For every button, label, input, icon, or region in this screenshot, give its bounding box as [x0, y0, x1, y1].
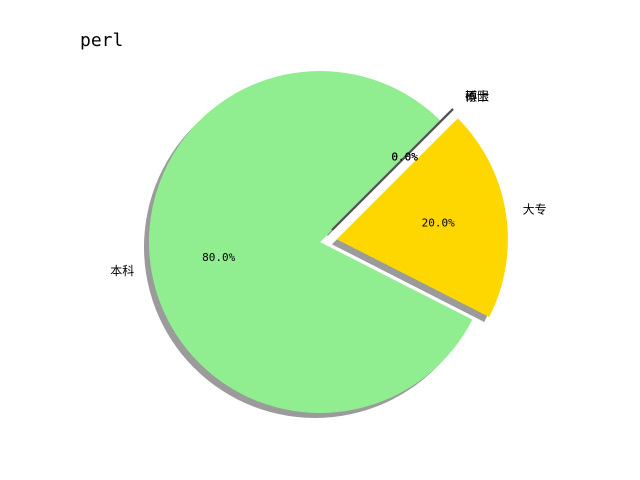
slice-1-wedge	[336, 118, 508, 317]
pie-slices	[148, 70, 508, 414]
slice-4-wedge	[331, 108, 454, 231]
chart-title: perl	[80, 30, 124, 51]
slice-3-category-label: 博士	[465, 88, 489, 103]
slice-1-category-label: 大专	[523, 201, 547, 216]
slice-3-percent-label: 0.0%	[391, 150, 418, 163]
slice-0-percent-label: 80.0%	[202, 251, 235, 264]
slice-0-category-label: 本科	[110, 264, 134, 278]
slice-0-wedge	[148, 70, 473, 414]
slice-2-percent-label: 0.0%	[391, 150, 418, 163]
slice-4-percent-label: 0.0%	[391, 150, 418, 163]
slice-4-category-label: 不限	[465, 89, 489, 103]
slice-2-category-label: 硕士	[465, 89, 489, 103]
slice-1-percent-label: 20.0%	[422, 216, 455, 229]
